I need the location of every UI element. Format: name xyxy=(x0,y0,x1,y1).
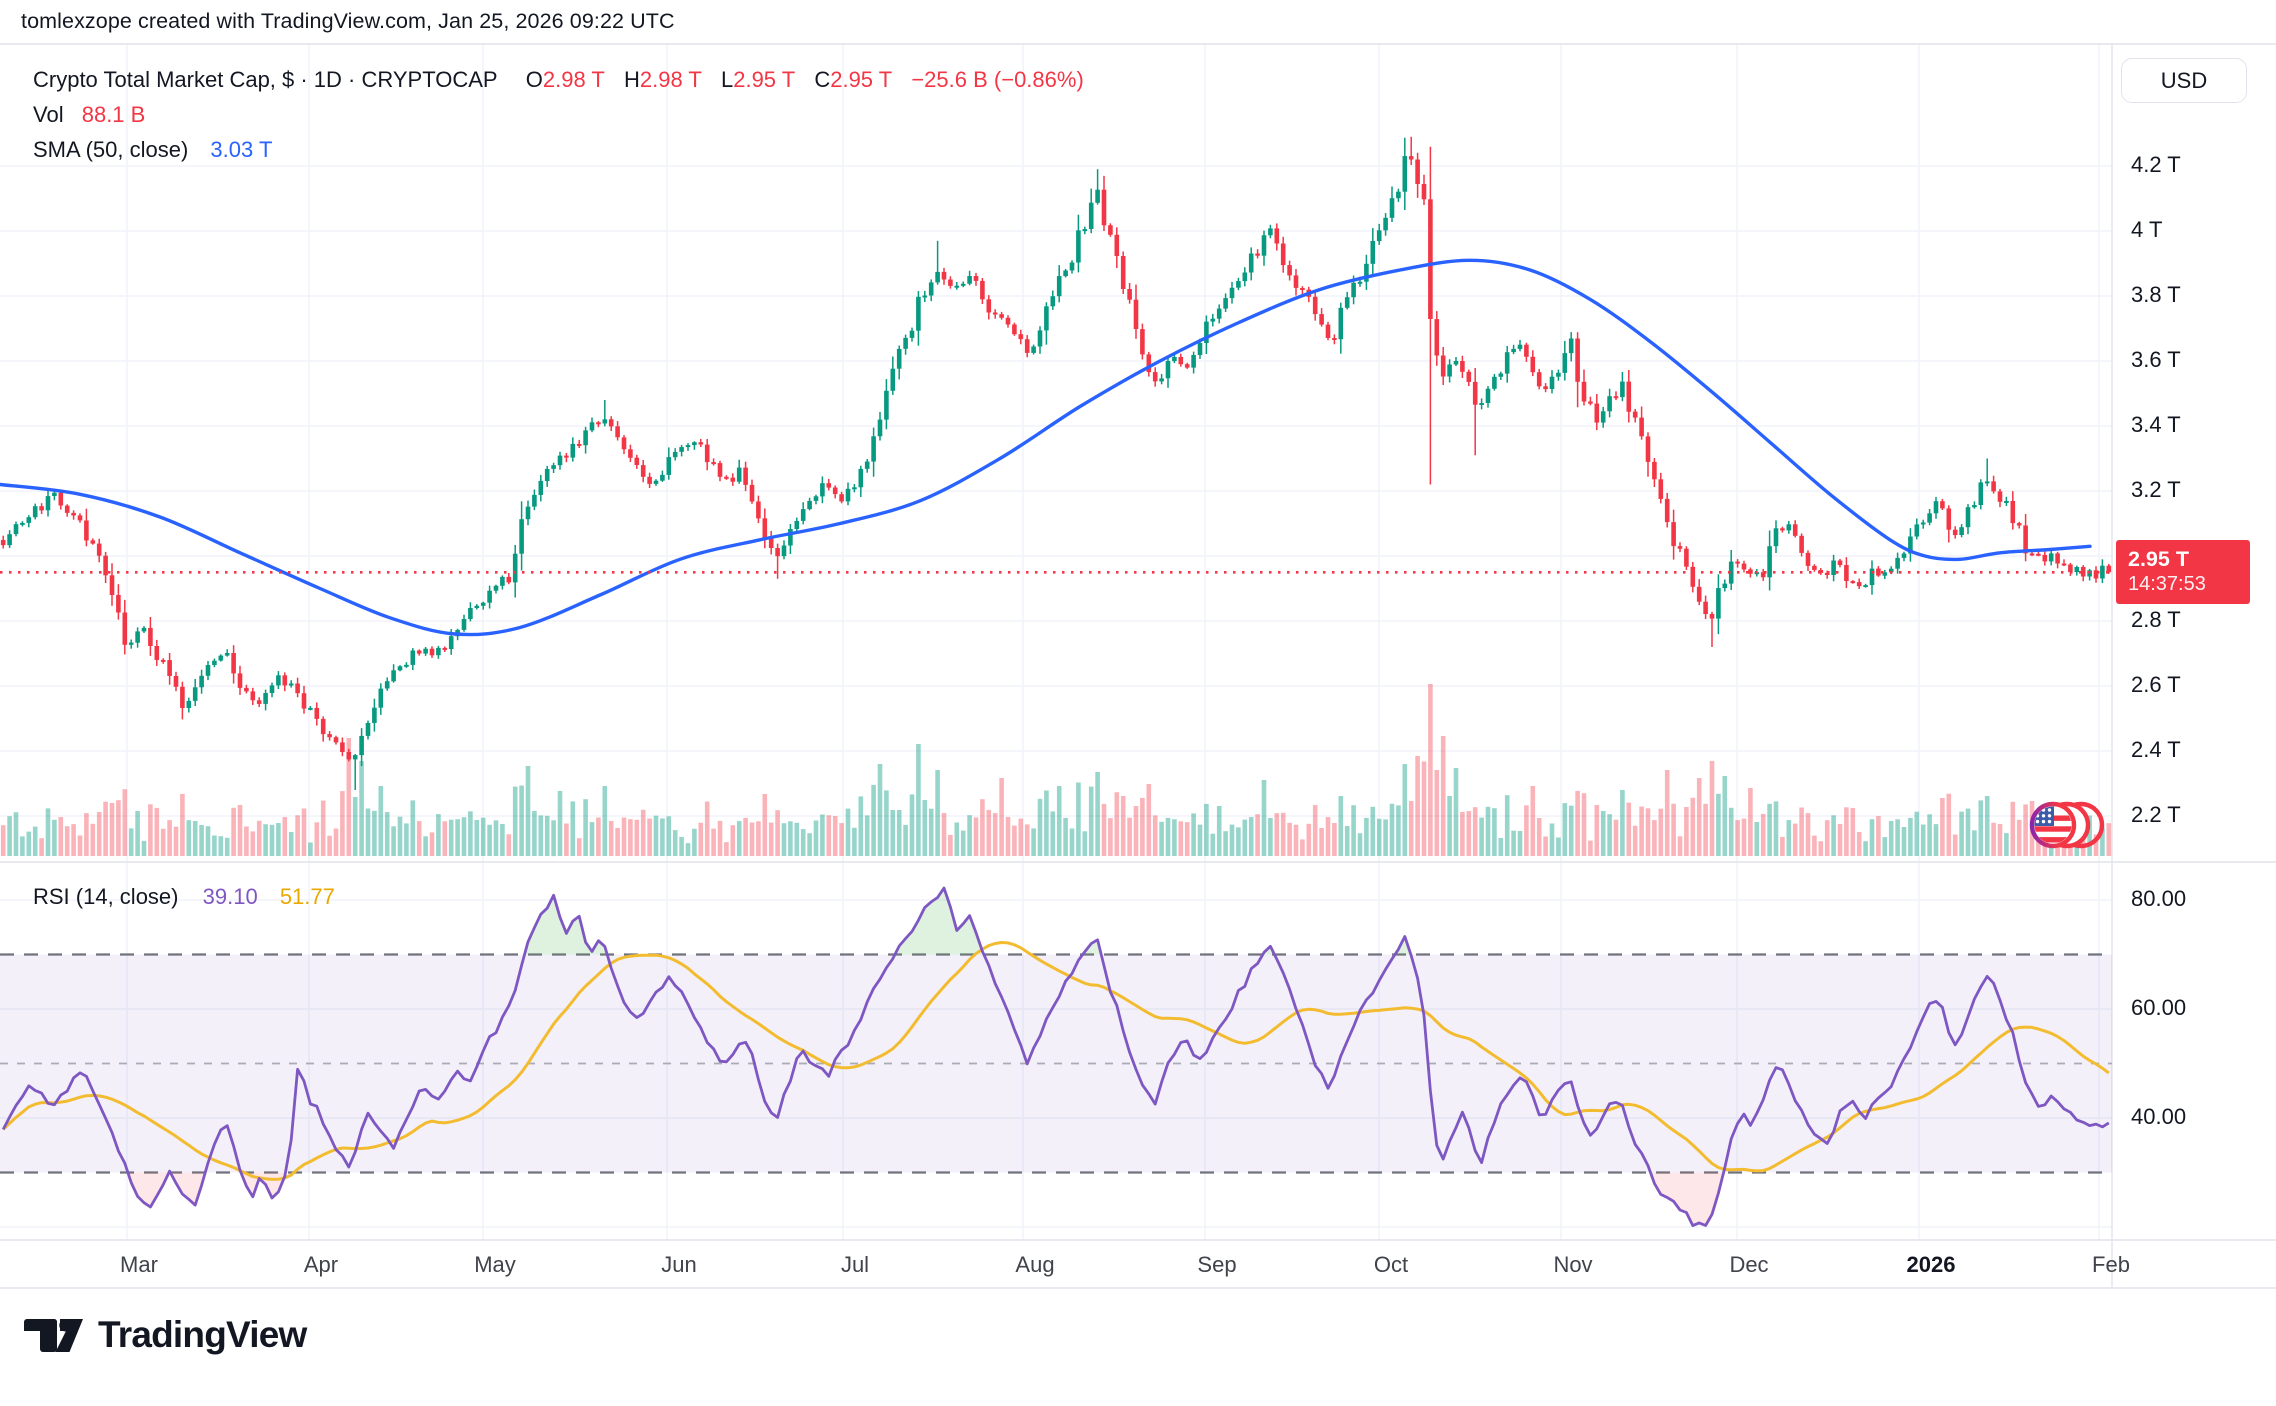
svg-text:2026: 2026 xyxy=(1907,1252,1956,1277)
svg-text:4 T: 4 T xyxy=(2131,217,2162,242)
ohlc-open: O2.98 T xyxy=(525,67,605,92)
svg-text:Sep: Sep xyxy=(1197,1252,1236,1277)
rsi-ma-value: 51.77 xyxy=(279,884,335,909)
tradingview-logo-text: TradingView xyxy=(98,1314,307,1355)
svg-text:3.4 T: 3.4 T xyxy=(2131,412,2181,437)
grid-layer xyxy=(0,44,2112,1240)
svg-text:60.00: 60.00 xyxy=(2131,995,2186,1020)
symbol-row: Crypto Total Market Cap, $ · 1D · CRYPTO… xyxy=(33,62,1084,97)
time-axis-labels: Mar Apr May Jun Jul Aug Sep Oct Nov Dec 2026 Feb xyxy=(120,1252,2130,1277)
tradingview-logo-icon xyxy=(24,1318,83,1352)
tradingview-logo[interactable]: TradingView xyxy=(24,1314,307,1356)
svg-text:Feb: Feb xyxy=(2092,1252,2130,1277)
volume-value: 88.1 B xyxy=(81,102,146,127)
ohlc-low: L2.95 T xyxy=(720,67,796,92)
last-price-value: 2.95 T xyxy=(2128,547,2189,571)
volume-label: Vol xyxy=(33,102,64,127)
svg-text:40.00: 40.00 xyxy=(2131,1104,2186,1129)
svg-text:2.6 T: 2.6 T xyxy=(2131,672,2181,697)
rsi-ma-line xyxy=(2,941,2110,1181)
svg-text:Jun: Jun xyxy=(661,1252,696,1277)
sma-value: 3.03 T xyxy=(210,137,273,162)
main-legend: Crypto Total Market Cap, $ · 1D · CRYPTO… xyxy=(33,62,1084,167)
rsi-line xyxy=(1,886,2110,1227)
symbol-title: Crypto Total Market Cap, $ · 1D · CRYPTO… xyxy=(33,67,498,92)
svg-text:3.2 T: 3.2 T xyxy=(2131,477,2181,502)
us-flag-watermark-icon xyxy=(2029,801,2105,849)
svg-text:Nov: Nov xyxy=(1553,1252,1592,1277)
svg-text:May: May xyxy=(474,1252,516,1277)
svg-text:2.8 T: 2.8 T xyxy=(2131,607,2181,632)
svg-text:3.6 T: 3.6 T xyxy=(2131,347,2181,372)
sma-line xyxy=(0,258,2092,637)
candlestick-series xyxy=(0,136,2112,790)
sma-label: SMA (50, close) xyxy=(33,137,189,162)
last-price-badge: 2.95 T 14:37:53 xyxy=(2116,540,2250,604)
svg-text:Oct: Oct xyxy=(1374,1252,1408,1277)
svg-text:2.4 T: 2.4 T xyxy=(2131,737,2181,762)
ohlc-close: C2.95 T xyxy=(814,67,893,92)
rsi-label: RSI (14, close) xyxy=(33,884,179,909)
time-axis[interactable] xyxy=(0,1240,2112,1288)
volume-row: Vol 88.1 B xyxy=(33,97,1084,132)
sma-row: SMA (50, close) 3.03 T xyxy=(33,132,1084,167)
rsi-legend: RSI (14, close) 39.10 51.77 xyxy=(33,884,335,910)
svg-text:3.8 T: 3.8 T xyxy=(2131,282,2181,307)
currency-toggle-button[interactable]: USD xyxy=(2121,58,2247,103)
svg-text:4.2 T: 4.2 T xyxy=(2131,152,2181,177)
svg-text:Apr: Apr xyxy=(304,1252,338,1277)
attribution-text: tomlexzope created with TradingView.com,… xyxy=(21,9,675,33)
svg-text:Mar: Mar xyxy=(120,1252,158,1277)
ohlc-high: H2.98 T xyxy=(623,67,702,92)
svg-text:Dec: Dec xyxy=(1729,1252,1768,1277)
svg-text:80.00: 80.00 xyxy=(2131,886,2186,911)
change-value: −25.6 B (−0.86%) xyxy=(911,67,1084,92)
price-axis[interactable] xyxy=(2112,44,2276,1288)
rsi-value: 39.10 xyxy=(202,884,258,909)
price-axis-labels: 4.2 T4 T3.8 T3.6 T3.4 T3.2 T3 T2.8 T2.6 … xyxy=(2131,152,2186,1129)
svg-text:Aug: Aug xyxy=(1015,1252,1054,1277)
bar-countdown: 14:37:53 xyxy=(2128,573,2206,595)
pane-borders xyxy=(0,43,2276,1289)
svg-text:2.2 T: 2.2 T xyxy=(2131,802,2181,827)
svg-text:Jul: Jul xyxy=(841,1252,869,1277)
